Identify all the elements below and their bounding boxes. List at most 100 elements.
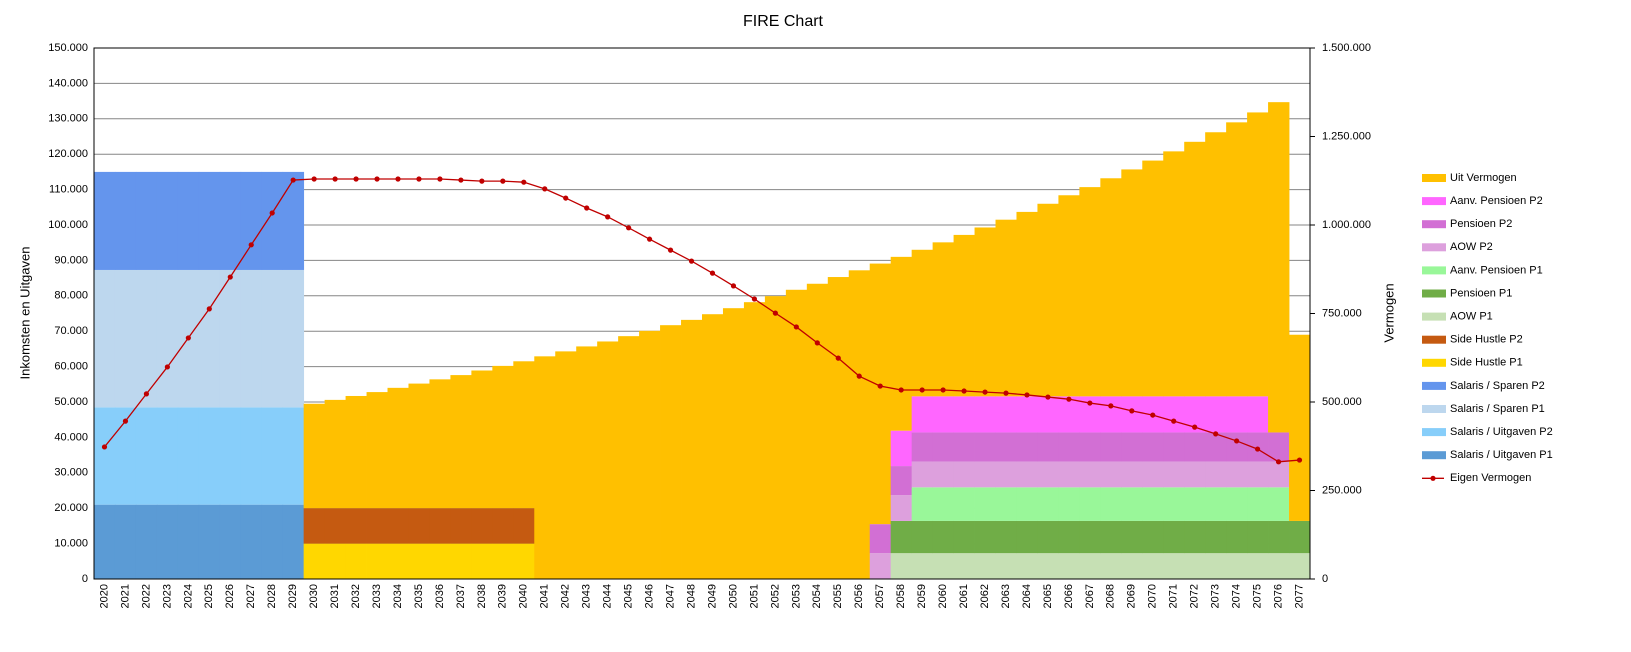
line-marker xyxy=(1087,400,1093,406)
bar-segment xyxy=(869,524,892,554)
bar-segment xyxy=(513,543,535,579)
bar-segment xyxy=(911,396,934,433)
x-tick-label: 2057 xyxy=(874,584,886,608)
bar-segment xyxy=(219,407,242,505)
bar-segment xyxy=(408,543,430,579)
bar-segment xyxy=(1121,461,1143,488)
bar-segment xyxy=(1079,553,1101,579)
bar-segment xyxy=(324,508,346,544)
x-tick-label: 2046 xyxy=(643,584,655,608)
bar-segment xyxy=(1121,487,1143,521)
x-tick-label: 2035 xyxy=(413,584,425,608)
bar-segment xyxy=(492,543,514,579)
bar-segment xyxy=(156,269,179,408)
line-marker xyxy=(982,389,988,395)
x-tick-label: 2023 xyxy=(161,584,173,608)
bar-segment xyxy=(911,487,934,521)
bar-segment xyxy=(1100,178,1122,397)
line-marker xyxy=(416,176,422,182)
bar-segment xyxy=(450,375,472,509)
x-tick-label: 2060 xyxy=(937,584,949,608)
line-marker xyxy=(898,387,904,393)
bar-segment xyxy=(1184,553,1206,579)
x-tick-label: 2058 xyxy=(895,584,907,608)
line-marker xyxy=(1213,431,1219,437)
bar-segment xyxy=(156,171,179,270)
bar-segment xyxy=(387,508,409,544)
bar-segment xyxy=(1121,396,1143,433)
bar-segment xyxy=(1205,520,1227,554)
line-marker xyxy=(1150,412,1156,418)
legend-label: Salaris / Sparen P2 xyxy=(1450,380,1545,392)
line-marker xyxy=(1024,392,1030,398)
bar-segment xyxy=(806,283,829,579)
bar-segment xyxy=(1268,553,1290,579)
bar-segment xyxy=(1247,553,1269,579)
bar-segment xyxy=(513,508,535,544)
legend-swatch xyxy=(1422,312,1446,321)
bar-segment xyxy=(1205,553,1227,579)
bar-segment xyxy=(408,383,430,509)
line-marker xyxy=(521,179,527,185)
bar-segment xyxy=(261,504,284,579)
bar-segment xyxy=(597,341,619,579)
bar-segment xyxy=(1142,432,1164,462)
bar-segment xyxy=(429,543,451,579)
bar-segment xyxy=(387,543,409,579)
line-marker xyxy=(374,176,380,182)
bar-segment xyxy=(1121,169,1143,397)
legend-swatch xyxy=(1422,197,1446,206)
bar-segment xyxy=(1163,432,1185,462)
legend-swatch xyxy=(1422,428,1446,437)
bar-segment xyxy=(135,504,158,579)
line-marker xyxy=(730,283,737,289)
y-tick-label: 100.000 xyxy=(48,219,88,231)
x-tick-label: 2074 xyxy=(1231,584,1243,608)
bar-segment xyxy=(1163,396,1185,433)
y2-tick-label: 250.000 xyxy=(1322,484,1362,496)
bar-segment xyxy=(1058,195,1080,397)
legend-swatch xyxy=(1422,174,1446,182)
bar-segment xyxy=(1163,487,1185,521)
x-tick-label: 2028 xyxy=(266,584,278,608)
bar-segment xyxy=(177,171,200,270)
bar-segment xyxy=(94,171,116,270)
bar-segment xyxy=(974,396,996,433)
bar-segment xyxy=(1121,432,1143,462)
x-tick-label: 2047 xyxy=(664,584,676,608)
bar-segment xyxy=(1016,396,1038,433)
bar-segment xyxy=(890,553,913,579)
bar-segment xyxy=(1226,396,1248,433)
legend-swatch xyxy=(1422,220,1446,229)
bar-segment xyxy=(1247,487,1269,521)
bar-segment xyxy=(911,461,934,488)
bar-segment xyxy=(114,407,137,505)
bar-segment xyxy=(1205,132,1227,397)
x-tick-label: 2062 xyxy=(979,584,991,608)
x-tick-label: 2073 xyxy=(1210,584,1222,608)
line-marker xyxy=(206,306,212,312)
x-tick-label: 2034 xyxy=(392,584,404,608)
legend-label: Aanv. Pensioen P2 xyxy=(1450,195,1543,207)
bar-segment xyxy=(1289,520,1311,554)
bar-segment xyxy=(974,553,996,579)
bar-segment xyxy=(240,269,263,408)
y-tick-label: 30.000 xyxy=(54,467,88,479)
y-tick-label: 120.000 xyxy=(48,148,88,160)
legend-swatch xyxy=(1422,266,1446,275)
x-tick-label: 2029 xyxy=(287,584,299,608)
bar-segment xyxy=(764,296,787,579)
bar-segment xyxy=(366,543,388,579)
y-tick-label: 40.000 xyxy=(54,431,88,443)
bar-segment xyxy=(911,249,934,397)
bar-segment xyxy=(1184,487,1206,521)
y2-tick-label: 750.000 xyxy=(1322,307,1362,319)
bar-segment xyxy=(1184,432,1206,462)
bar-segment xyxy=(1079,520,1101,554)
bar-segment xyxy=(1016,487,1038,521)
x-tick-label: 2059 xyxy=(916,584,928,608)
bar-segment xyxy=(429,508,451,544)
bar-segment xyxy=(911,432,934,462)
